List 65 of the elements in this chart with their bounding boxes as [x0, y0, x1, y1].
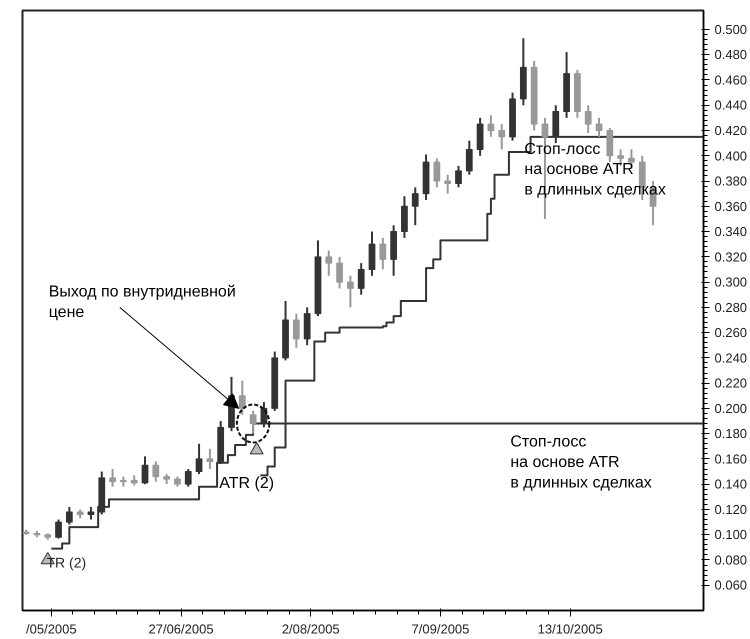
y-tick-label: 0.200: [714, 400, 748, 416]
y-tick-label: 0.460: [714, 72, 748, 88]
y-tick-label: 0.120: [714, 502, 748, 517]
x-tick-label: 2/08/2005: [282, 622, 340, 636]
y-tick-label: 0.280: [714, 300, 748, 315]
x-tick-label: /05/2005: [26, 622, 77, 636]
y-tick-label: 0.260: [714, 325, 748, 340]
candlestick: [347, 274, 354, 308]
candlestick: [444, 174, 452, 195]
annotation: Выход по внутридневной цене: [48, 283, 236, 321]
y-tick-label: 0.100: [714, 527, 748, 542]
candlestick: [325, 250, 332, 277]
candlestick: [358, 262, 365, 296]
x-tick-label: 27/06/2005: [148, 622, 214, 636]
candlestick: [206, 448, 214, 470]
annotation: ATR (2): [219, 475, 274, 492]
x-tick-label: 13/10/2005: [538, 622, 603, 636]
candlestick: [238, 380, 246, 416]
candlestick: [174, 476, 181, 488]
candlestick: [163, 473, 170, 486]
y-tick-label: 0.080: [714, 552, 748, 568]
candlestick: [184, 468, 192, 488]
candlestick: [433, 157, 440, 188]
candlestick: [142, 455, 148, 486]
y-tick-label: 0.160: [714, 451, 748, 466]
y-tick-label: 0.440: [714, 98, 748, 113]
y-tick-label: 0.480: [714, 47, 748, 62]
candlestick: [196, 442, 202, 476]
candlestick: [109, 468, 116, 488]
candlestick: [152, 460, 160, 483]
y-tick-label: 0.320: [714, 249, 748, 264]
y-tick-label: 0.140: [714, 476, 748, 492]
candlestick: [55, 518, 62, 540]
annotation: TR (2): [46, 554, 86, 570]
candlestick: [412, 186, 419, 226]
candlestick: [466, 140, 473, 176]
y-tick-label: 0.180: [714, 426, 748, 442]
y-tick-label: 0.500: [714, 22, 748, 37]
candlestick: [130, 474, 138, 486]
point: [236, 404, 270, 444]
y-tick-label: 0.360: [714, 198, 748, 214]
y-tick-label: 0.060: [714, 578, 748, 593]
annotation: Стоп-лосс на основе ATR в длинных сделках: [524, 140, 666, 199]
candlestick: [488, 114, 494, 138]
annotation: Стоп-лосс на основе ATR в длинных сделках: [510, 434, 652, 492]
y-tick-label: 0.300: [714, 274, 748, 290]
candlestick: [66, 506, 73, 526]
candlestick: [292, 312, 300, 349]
y-tick-label: 0.380: [714, 174, 748, 189]
point: [250, 442, 264, 454]
y-tick-label: 0.420: [714, 123, 748, 138]
candlestick: [584, 104, 592, 134]
candlestick: [120, 476, 127, 488]
candlestick: [336, 256, 343, 290]
x-tick-label: 7/09/2005: [412, 622, 470, 636]
candlestick: [88, 506, 94, 521]
candlestick: [596, 116, 602, 138]
y-tick-label: 0.340: [714, 224, 748, 240]
candlestick: [455, 164, 462, 188]
y-tick-label: 0.400: [714, 148, 748, 164]
y-tick-label: 0.220: [714, 376, 748, 391]
candlestick: [498, 123, 506, 150]
candlestick: [379, 236, 386, 270]
y-tick-label: 0.240: [714, 350, 748, 366]
candlestick: [250, 410, 256, 435]
